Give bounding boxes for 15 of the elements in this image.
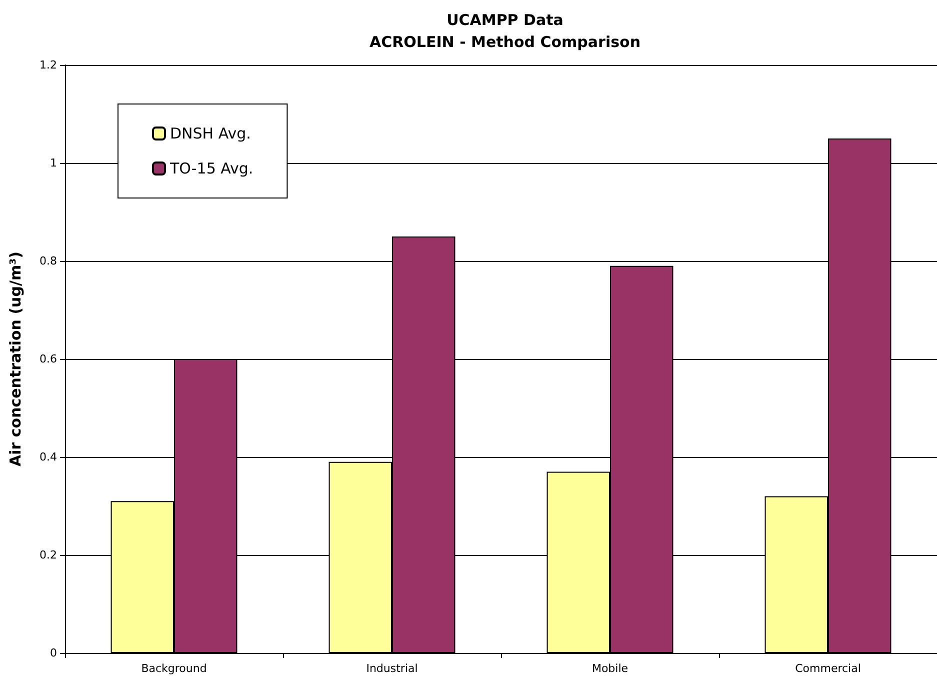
y-tick-label: 0.8 xyxy=(40,254,57,268)
y-tick-label: 0.6 xyxy=(40,352,57,366)
y-tick-label: 0.4 xyxy=(40,450,57,464)
x-tick-label: Mobile xyxy=(592,662,628,675)
x-tick-label: Background xyxy=(141,662,207,675)
x-tick-label: Industrial xyxy=(366,662,418,675)
chart-title: UCAMPP Data ACROLEIN - Method Comparison xyxy=(370,11,640,51)
y-tick-label: 1 xyxy=(50,156,57,170)
y-tick-label: 0 xyxy=(50,646,57,660)
legend-label: DNSH Avg. xyxy=(170,124,251,142)
legend-label: TO-15 Avg. xyxy=(169,160,254,178)
y-tick-label: 1.2 xyxy=(40,58,57,72)
y-axis-title: Air concentration (ug/m³) xyxy=(6,251,24,467)
x-tick-label: Commercial xyxy=(795,662,861,675)
y-tick-label: 0.2 xyxy=(40,548,57,562)
